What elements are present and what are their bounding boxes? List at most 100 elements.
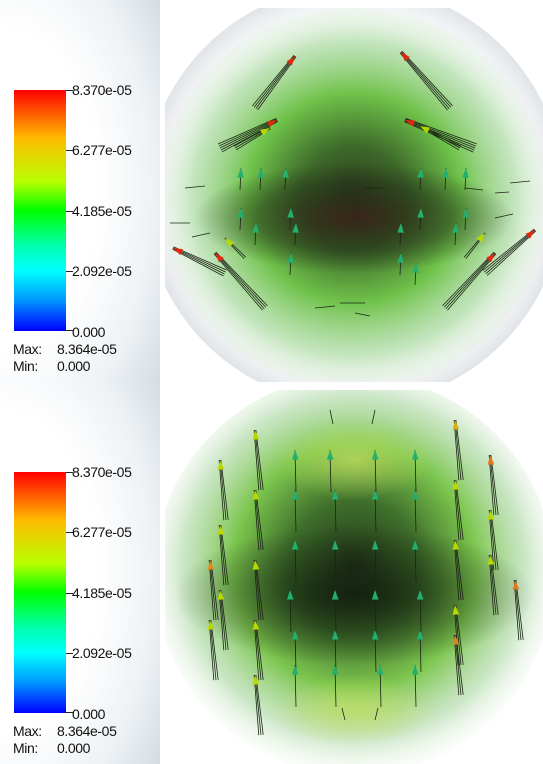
vector-arrow-glyph <box>291 629 299 673</box>
vector-arrow-glyph <box>412 262 419 286</box>
vector-arrow-glyph <box>252 489 264 551</box>
vector-arrow-glyph <box>252 222 259 246</box>
vector-field-viewport-top[interactable] <box>165 8 543 382</box>
arrow-layer <box>207 409 524 736</box>
min-stat: Min: 0.000 <box>13 740 90 756</box>
tick-mark <box>66 532 73 533</box>
vector-arrow-glyph <box>482 228 537 276</box>
colorbar <box>14 90 66 331</box>
vector-arrow-glyph <box>371 589 379 633</box>
vector-stroke <box>314 305 336 309</box>
vector-arrow-glyph <box>331 629 339 673</box>
vector-arrow-glyph <box>442 251 497 311</box>
vector-arrow-glyph <box>252 429 264 491</box>
tick-label-min: 0.000 <box>72 706 106 723</box>
tick-label-max: 8.370e-05 <box>72 82 132 99</box>
bottom-panel: 8.370e-05 6.277e-05 4.185e-05 2.092e-05 … <box>0 382 543 764</box>
field-core <box>194 163 514 273</box>
vector-field-viewport-bottom[interactable] <box>165 390 543 764</box>
max-label: Max: <box>13 723 42 739</box>
vector-arrow-glyph <box>217 459 229 521</box>
field-core <box>174 525 534 665</box>
tick-mark <box>66 150 73 151</box>
vector-arrow-glyph <box>291 489 299 533</box>
vector-arrow-glyph <box>252 619 264 681</box>
tick-mark <box>66 472 73 473</box>
vector-arrow-glyph <box>331 589 339 633</box>
tick-label-max: 8.370e-05 <box>72 464 132 481</box>
tick-mark <box>66 712 73 713</box>
min-label: Min: <box>13 740 38 756</box>
vector-arrow-glyph <box>452 634 464 696</box>
vector-arrow-glyph <box>287 207 294 231</box>
field-bottom-highlight <box>274 675 434 745</box>
color-legend-top: 8.370e-05 6.277e-05 4.185e-05 2.092e-05 … <box>0 0 165 382</box>
vector-arrow-glyph <box>371 489 379 533</box>
vector-arrow-glyph <box>487 554 499 616</box>
vector-arrow-glyph <box>452 604 464 666</box>
vector-arrow-glyph <box>416 629 424 673</box>
vector-arrow-glyph <box>291 539 299 583</box>
vector-arrow-glyph <box>371 539 379 583</box>
vector-arrow-glyph <box>286 589 294 633</box>
vector-arrow-glyph <box>452 222 459 246</box>
vector-arrow-glyph <box>463 232 486 259</box>
field-top-highlight <box>274 420 434 500</box>
vector-arrow-glyph <box>397 222 404 246</box>
vector-stroke <box>329 409 334 425</box>
vector-arrow-glyph <box>217 118 278 153</box>
vector-arrow-glyph <box>399 50 453 111</box>
min-stat: Min: 0.000 <box>13 358 90 374</box>
top-panel: 8.370e-05 6.277e-05 4.185e-05 2.092e-05 … <box>0 0 543 382</box>
vector-arrow-glyph <box>287 252 294 276</box>
max-stat: Max: 8.364e-05 <box>13 723 117 739</box>
vector-arrow-glyph <box>291 449 299 493</box>
vector-stroke <box>509 180 531 184</box>
vector-arrow-glyph <box>417 207 424 231</box>
vector-stroke <box>354 312 371 317</box>
vector-arrow-glyph <box>397 252 404 276</box>
vector-field-render <box>165 390 543 764</box>
vector-arrow-glyph <box>331 539 339 583</box>
max-stat: Max: 8.364e-05 <box>13 341 117 357</box>
vector-arrow-glyph <box>172 246 227 277</box>
vector-arrow-glyph <box>217 589 229 651</box>
tick-mark <box>66 271 73 272</box>
vector-arrow-glyph <box>207 619 219 681</box>
tick-mark <box>66 653 73 654</box>
vector-arrow-glyph <box>326 449 334 493</box>
tick-label: 4.185e-05 <box>72 203 132 220</box>
vector-arrow-glyph <box>452 419 464 481</box>
max-value: 8.364e-05 <box>57 341 117 357</box>
min-value: 0.000 <box>57 358 91 374</box>
tick-label: 4.185e-05 <box>72 585 132 602</box>
vector-arrow-glyph <box>257 167 264 191</box>
vector-arrow-glyph <box>252 54 297 111</box>
colorbar <box>14 472 66 713</box>
vector-arrow-glyph <box>416 589 424 633</box>
vector-arrow-glyph <box>452 479 464 541</box>
vector-arrow-glyph <box>512 579 524 641</box>
vector-arrow-glyph <box>224 237 247 260</box>
vector-arrow-glyph <box>442 167 449 191</box>
vector-arrow-glyph <box>237 207 244 231</box>
vector-arrow-glyph <box>331 664 339 708</box>
min-label: Min: <box>13 358 38 374</box>
vector-stroke <box>191 232 211 238</box>
vector-arrow-glyph <box>331 489 339 533</box>
max-value: 8.364e-05 <box>57 723 117 739</box>
vector-arrow-glyph <box>252 674 264 736</box>
vector-arrow-glyph <box>462 167 469 191</box>
arrow-layer <box>170 50 537 317</box>
vector-stroke <box>184 185 206 189</box>
vector-stroke <box>371 409 376 425</box>
tick-label: 2.092e-05 <box>72 263 132 280</box>
vector-arrow-glyph <box>404 117 477 153</box>
vector-arrow-glyph <box>376 664 384 708</box>
max-label: Max: <box>13 341 42 357</box>
tick-label: 2.092e-05 <box>72 645 132 662</box>
vector-arrow-glyph <box>487 509 499 571</box>
min-value: 0.000 <box>57 740 91 756</box>
vector-arrow-glyph <box>213 251 268 311</box>
tick-mark <box>66 593 73 594</box>
